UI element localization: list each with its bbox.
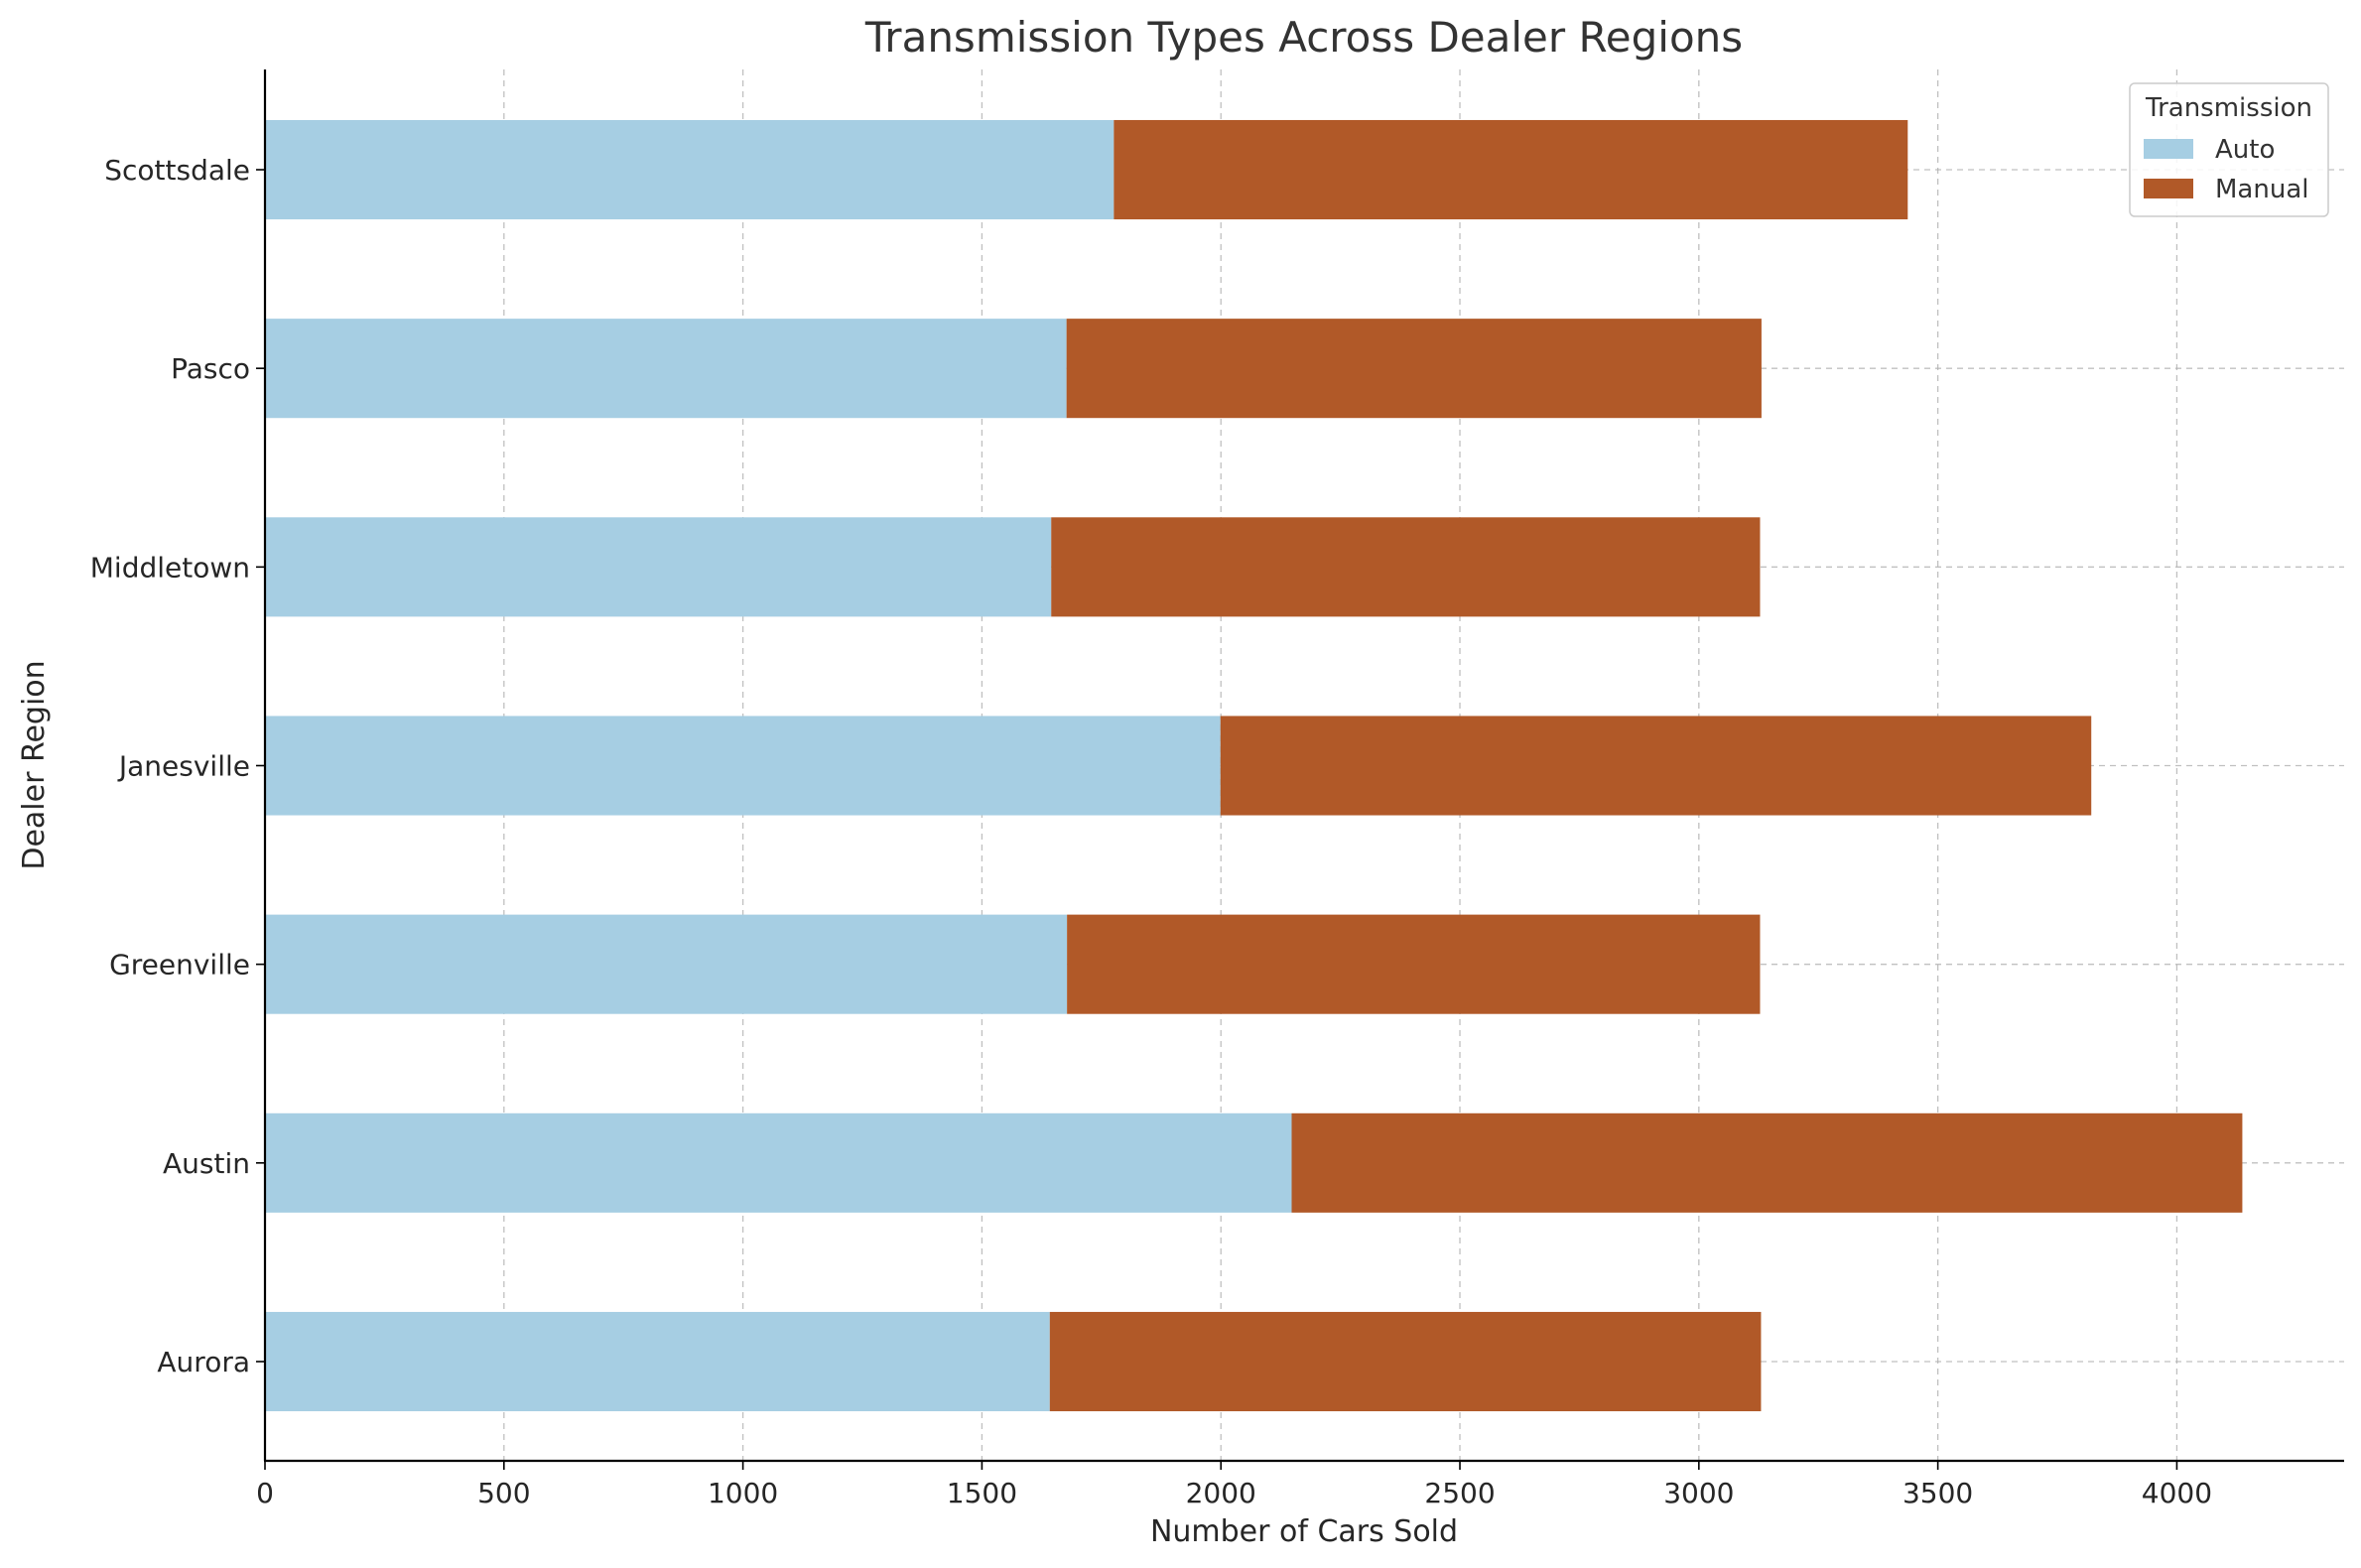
x-tick-label: 1500 <box>947 1477 1017 1509</box>
bar-manual-middletown <box>1051 517 1761 617</box>
legend-label-auto: Auto <box>2215 135 2275 165</box>
x-axis-title: Number of Cars Sold <box>1150 1514 1458 1549</box>
y-tick-label: Middletown <box>90 551 250 584</box>
y-tick-label: Pasco <box>171 352 250 385</box>
x-tick-label: 3000 <box>1663 1477 1734 1509</box>
legend-entries: Auto Manual <box>2144 135 2308 204</box>
ticks-layer: 0 500 1000 1500 2000 2500 3000 3500 4000 Aurora Au… <box>90 154 2212 1509</box>
x-tick-label: 2500 <box>1424 1477 1495 1509</box>
y-tick-label: Austin <box>163 1147 250 1180</box>
bar-auto-aurora <box>265 1311 1050 1412</box>
bar-manual-greenville <box>1067 914 1761 1014</box>
bar-auto-pasco <box>265 319 1067 419</box>
chart-title: Transmission Types Across Dealer Regions <box>864 13 1743 62</box>
x-tick-label: 500 <box>477 1477 530 1509</box>
bar-auto-greenville <box>265 914 1068 1014</box>
bar-auto-scottsdale <box>265 119 1115 220</box>
y-tick-label: Janesville <box>117 750 250 783</box>
legend: Transmission Auto Manual <box>2129 82 2329 217</box>
x-tick-label: 4000 <box>2142 1477 2212 1509</box>
legend-label-manual: Manual <box>2215 175 2308 204</box>
bar-auto-austin <box>265 1112 1292 1213</box>
y-tick-label: Aurora <box>157 1346 250 1378</box>
legend-swatch-auto <box>2144 139 2193 159</box>
x-tick-label: 0 <box>256 1477 274 1509</box>
x-tick-label: 3500 <box>1902 1477 1973 1509</box>
bar-manual-janesville <box>1220 716 2092 816</box>
legend-title: Transmission <box>2145 93 2312 123</box>
x-tick-label: 2000 <box>1186 1477 1256 1509</box>
bars-layer <box>265 119 2243 1412</box>
bar-manual-aurora <box>1049 1311 1762 1412</box>
y-axis-title: Dealer Region <box>17 660 52 869</box>
bar-auto-middletown <box>265 517 1052 617</box>
bar-manual-pasco <box>1066 319 1762 419</box>
y-tick-label: Greenville <box>109 949 250 981</box>
x-tick-label: 1000 <box>708 1477 778 1509</box>
y-tick-label: Scottsdale <box>104 154 250 187</box>
bar-manual-scottsdale <box>1114 119 1908 220</box>
bar-manual-austin <box>1291 1112 2243 1213</box>
bar-auto-janesville <box>265 716 1221 816</box>
legend-swatch-manual <box>2144 179 2193 198</box>
